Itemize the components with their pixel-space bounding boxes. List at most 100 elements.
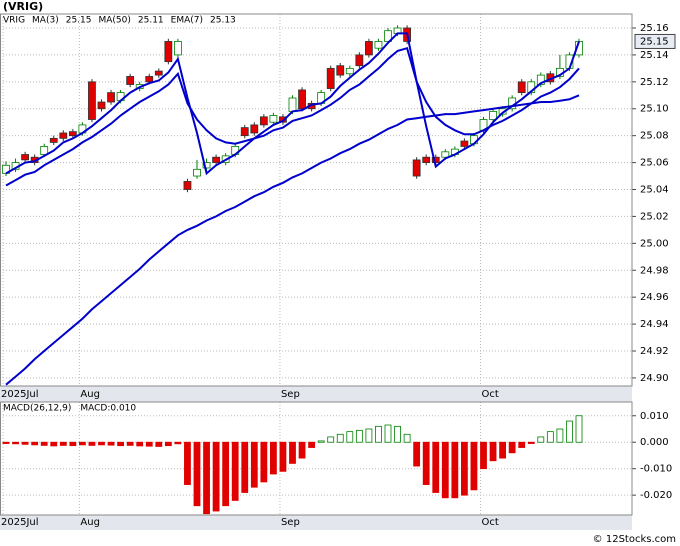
macd-value: MACD:0.010 [80,404,136,414]
macd-bar [480,441,487,470]
macd-bar [222,441,230,507]
candle-body [288,97,297,112]
x-tick-label: Oct [482,389,499,400]
macd-bar [518,441,526,448]
macd-bar [69,441,77,447]
macd-bar [537,436,545,443]
y-tick-label: 24.98 [640,265,669,276]
candle-body [345,67,354,75]
macd-bar [298,441,306,459]
macd-bar [136,441,144,447]
plot-frame [0,401,633,516]
macd-bar [403,433,411,443]
macd-bar [40,441,48,446]
macd-bar [432,441,440,493]
macd-bar [155,441,163,447]
macd-bar [556,428,564,443]
x-tick-label: Sep [281,517,300,528]
macd-bar [384,424,392,443]
macd-bar [499,441,507,459]
candle-body [412,159,421,177]
macd-bar [279,441,287,472]
candle-body [489,111,497,120]
candle-body [298,89,306,110]
candle-body [154,70,163,76]
macd-bar [566,420,573,443]
axis-band [0,515,632,530]
macd-bar [193,441,201,507]
price-box [634,33,676,49]
legend-value: 25.13 [210,16,236,26]
macd-bar [336,433,344,443]
candle-body [575,41,583,56]
y-tick-label: 25.16 [640,23,669,34]
macd-bar [451,441,459,499]
macd-bar [317,440,325,443]
candle-body [173,41,182,56]
candle-body [364,41,373,56]
candle-body [164,41,173,63]
macd-bar [145,441,153,447]
y-tick-label: 25.02 [640,211,669,222]
macd-bar [21,441,29,445]
copyright: © 12Stocks.com [593,534,676,545]
candle-body [59,132,68,139]
macd-bar [31,441,39,446]
candle-body [250,124,259,134]
legend-value: 25.15 [66,16,92,26]
candle-body [355,54,364,67]
last-price: 25.15 [640,36,669,47]
macd-bar [365,428,373,443]
macd-bar [241,441,249,493]
legend-entry: EMA(7) [171,16,203,26]
macd-bar [470,441,478,491]
plot-frame [0,13,633,387]
candle-body [49,137,58,143]
macd-bar [489,441,497,462]
candle-body [193,168,201,177]
macd-bar [546,431,554,443]
y-tick-label: 25.06 [640,158,669,169]
candle-body [68,131,77,137]
candle-body [460,140,469,147]
candle-body [269,115,278,123]
macd-bar [184,441,191,485]
ma-line [5,46,580,187]
chart-title: (VRIG) [3,0,43,13]
macd-bar [508,441,516,454]
macd-bar [174,441,182,445]
macd-bar [308,441,316,448]
y-tick-label: 25.12 [640,77,669,88]
x-tick-label: Aug [80,389,100,400]
macd-bar [422,441,430,485]
macd-bar [12,441,19,445]
macd-bar [441,441,449,499]
macd-bar [231,441,239,501]
macd-bar [88,441,96,446]
candle-body [422,156,431,163]
macd-bar [527,441,535,444]
macd-bar [394,425,401,443]
y-tick-label: 24.92 [640,346,669,357]
candle-body [240,127,249,137]
macd-bar [250,441,258,488]
macd-bar [269,441,277,475]
x-tick-label: Oct [482,517,499,528]
y-tick-label: -0.010 [640,464,672,475]
y-tick-label: 24.94 [640,319,669,330]
macd-bar [413,441,421,467]
x-tick-label: 2025Jul [1,389,39,400]
macd-bar [327,436,335,443]
x-tick-label: Aug [80,517,100,528]
legend-entry: MA(3) [32,16,59,26]
macd-bar [203,441,210,515]
macd-bar [289,441,296,464]
macd-bar [164,441,172,447]
candle-body [279,116,287,123]
macd-bar [346,431,354,443]
candle-body [88,81,96,120]
candle-body [21,154,30,161]
macd-bar [212,441,220,512]
